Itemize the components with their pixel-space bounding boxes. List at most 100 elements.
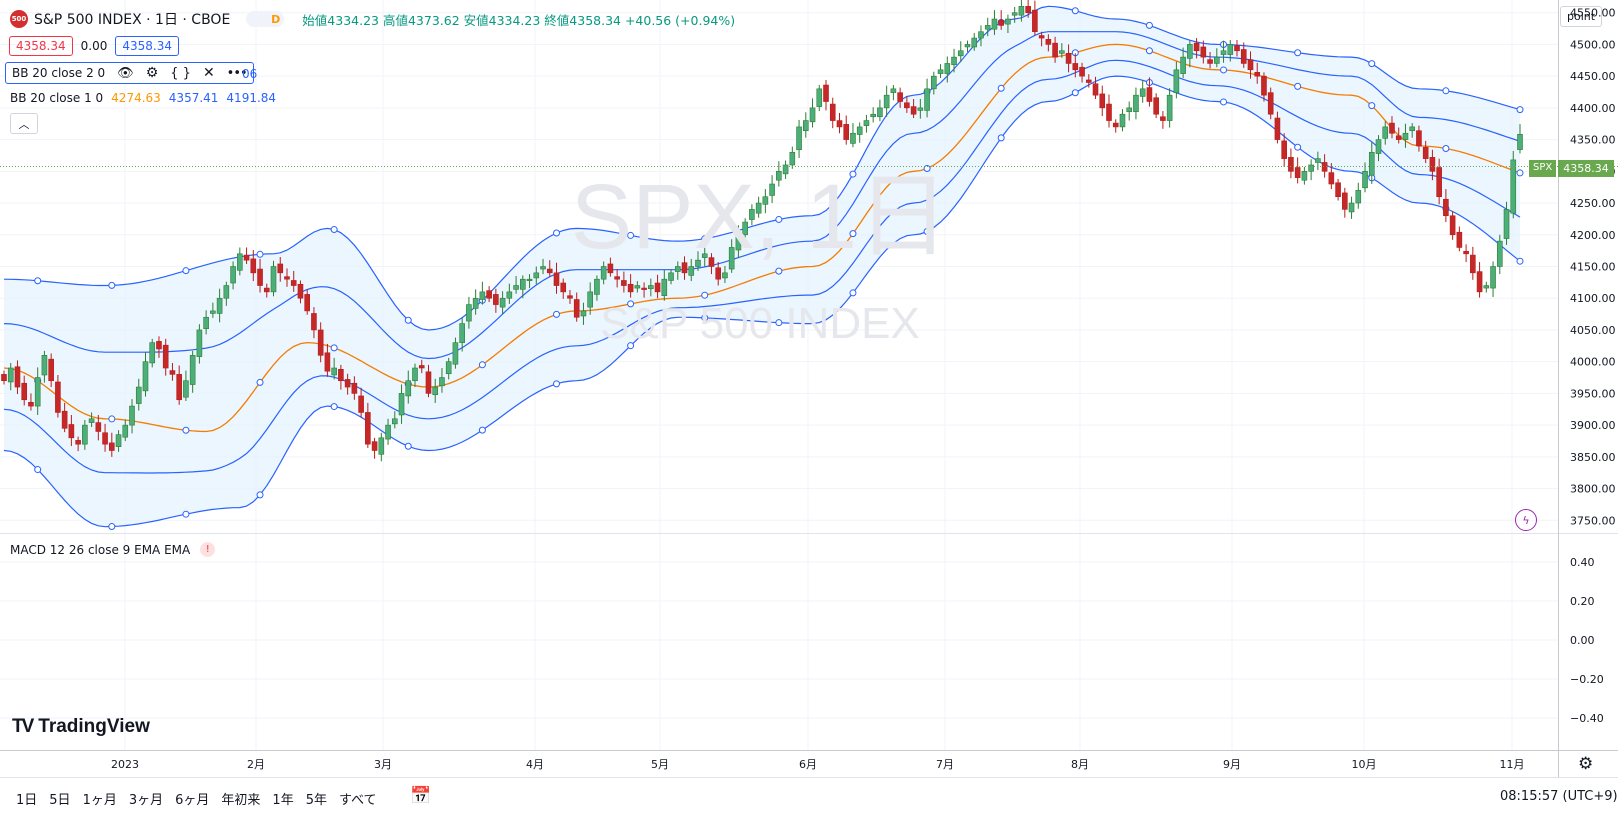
range-button-7[interactable]: 5年 (305, 793, 327, 808)
candle-body (742, 221, 748, 236)
price-unit-button[interactable]: point (1560, 6, 1603, 27)
band-marker (997, 134, 1005, 142)
band-marker (34, 466, 42, 474)
candle-body (634, 285, 641, 289)
candle (1483, 281, 1490, 293)
settings-gear-icon[interactable]: ⚙ (145, 65, 159, 81)
candle-body (937, 69, 944, 74)
range-button-5[interactable]: 年初来 (221, 793, 261, 808)
candle (540, 258, 546, 275)
candle-body (546, 268, 553, 274)
candle-body (304, 294, 311, 312)
tradingview-logo[interactable]: TV TradingView (12, 716, 150, 738)
bb2-indicator-toolbar[interactable]: BB 20 close 2 0 👁 ⚙ { } ✕ ••• (5, 62, 254, 84)
eye-icon[interactable]: 👁 (117, 65, 134, 81)
candle (1274, 111, 1281, 144)
candle-body (149, 342, 156, 364)
candle-body (1409, 126, 1415, 132)
candle (324, 343, 331, 377)
candle-body (1456, 231, 1463, 248)
price-tick-label: 3800.00 (1570, 483, 1616, 496)
candle-body (836, 120, 843, 128)
candle-body (338, 368, 344, 382)
close-icon[interactable]: ✕ (202, 65, 215, 81)
candle-body (1436, 167, 1442, 198)
candle-body (479, 291, 486, 300)
candle-body (573, 299, 580, 318)
more-options-icon[interactable]: ••• (226, 65, 248, 81)
candle-body (1490, 266, 1496, 289)
range-button-2[interactable]: 1ヶ月 (82, 793, 117, 808)
buy-price-button[interactable]: 4358.34 (115, 36, 179, 56)
macd-tick-label: −0.40 (1570, 712, 1604, 725)
source-code-icon[interactable]: { } (170, 65, 191, 81)
candle-body (243, 254, 250, 261)
time-tick-label: 4月 (526, 758, 544, 771)
candle-body (324, 352, 331, 372)
range-button-6[interactable]: 1年 (272, 793, 294, 808)
time-tick-label: 2月 (247, 758, 265, 771)
candle-body (95, 422, 102, 432)
candle-body (654, 282, 661, 293)
candle (654, 274, 661, 299)
collapse-legend-button[interactable]: ︿ (10, 113, 38, 134)
bb1-legend-row[interactable]: BB 20 close 1 0 4274.63 4357.41 4191.84 (10, 91, 276, 105)
candle (263, 283, 270, 298)
candle-body (1355, 190, 1362, 204)
candle (418, 359, 425, 374)
range-button-3[interactable]: 3ヶ月 (128, 793, 164, 808)
candle (95, 414, 102, 441)
price-tick-label: 4250.00 (1570, 197, 1616, 210)
sell-price-button[interactable]: 4358.34 (9, 36, 73, 56)
candle-body (445, 361, 452, 375)
clock-display[interactable]: 08:15:57 (UTC+9) (1500, 789, 1618, 804)
candle-body (789, 151, 796, 166)
candle (641, 282, 647, 298)
symbol-title[interactable]: S&P 500 INDEX · 1日 · CBOE (34, 12, 231, 28)
candle (1139, 79, 1146, 103)
range-button-8[interactable]: すべて (338, 793, 377, 808)
candle (937, 64, 944, 79)
candlestick-series (1, 0, 1523, 462)
tradingview-logo-icon: TV (12, 716, 34, 737)
warning-icon[interactable]: ! (200, 542, 216, 557)
d-badge: D (271, 12, 281, 26)
macd-legend[interactable]: MACD 12 26 close 9 EMA EMA ! (10, 542, 216, 557)
candle (991, 10, 998, 35)
band-marker (256, 378, 264, 386)
candle-body (277, 263, 284, 274)
bb2-legend-row[interactable]: BB 20 close 2 0 👁 ⚙ { } ✕ ••• (5, 62, 254, 84)
candle-body (722, 272, 728, 279)
candle-body (34, 377, 41, 407)
chart-settings-gear-icon[interactable]: ⚙ (1578, 754, 1594, 774)
candle-body (513, 285, 519, 290)
candle (338, 364, 344, 390)
macd-tick-label: −0.20 (1570, 673, 1604, 686)
candle (708, 253, 715, 275)
candle-body (405, 380, 412, 397)
range-button-4[interactable]: 6ヶ月 (175, 793, 210, 808)
candle-body (755, 202, 762, 214)
candle (1456, 226, 1463, 252)
range-button-1[interactable]: 5日 (49, 793, 71, 808)
band-marker (552, 380, 560, 388)
candle (1449, 211, 1456, 240)
lightning-icon[interactable]: ϟ (1515, 509, 1537, 531)
candle (513, 276, 519, 294)
candle (836, 112, 843, 134)
candle-body (520, 278, 526, 290)
candle (1214, 48, 1220, 68)
calendar-goto-icon[interactable]: 📅 (410, 786, 432, 806)
candle (1011, 6, 1018, 23)
candle (1106, 94, 1112, 128)
band-marker (1442, 87, 1450, 95)
price-tick-label: 4200.00 (1570, 229, 1616, 242)
candle (412, 363, 418, 388)
watermark-line2: S&P 500 INDEX (600, 299, 920, 348)
candle-body (540, 266, 546, 270)
band-marker (849, 230, 857, 238)
candle (109, 432, 115, 457)
candle-body (1, 374, 7, 382)
range-button-0[interactable]: 1日 (16, 793, 38, 808)
